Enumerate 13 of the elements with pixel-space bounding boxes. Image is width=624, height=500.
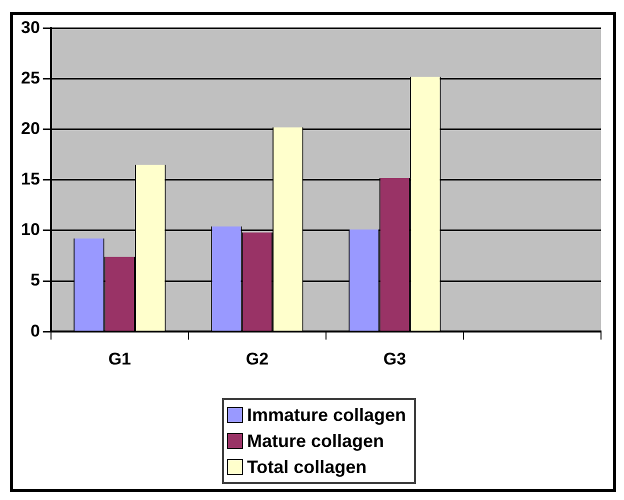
x-tick-label: G2 — [246, 349, 269, 368]
y-tick-label: 20 — [20, 119, 40, 138]
y-tick-label: 15 — [20, 170, 40, 189]
y-tick-label: 30 — [20, 18, 40, 37]
y-tick-label: 25 — [20, 68, 40, 88]
y-tick-label: 0 — [30, 321, 40, 340]
x-tick-label: G3 — [383, 349, 406, 368]
legend-label: Mature collagen — [247, 430, 384, 452]
legend-label: Immature collagen — [247, 404, 406, 426]
y-tick-label: 5 — [30, 270, 40, 290]
x-tick-label: G1 — [108, 349, 132, 368]
legend-label: Total collagen — [247, 456, 367, 478]
y-tick-label: 10 — [20, 220, 40, 240]
